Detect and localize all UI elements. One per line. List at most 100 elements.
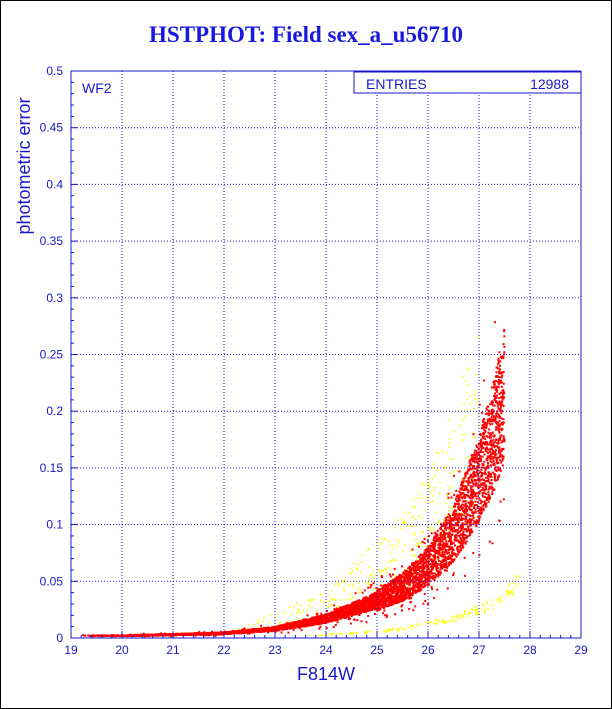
- data-point: [493, 454, 496, 457]
- data-point: [357, 606, 360, 609]
- data-point: [358, 582, 361, 585]
- data-point: [338, 608, 341, 611]
- data-point: [483, 460, 486, 463]
- data-point: [435, 532, 438, 535]
- data-point: [102, 634, 105, 637]
- data-point: [502, 455, 505, 458]
- data-point: [484, 476, 487, 479]
- data-point: [388, 544, 391, 546]
- data-point: [482, 488, 485, 491]
- data-point: [447, 506, 450, 509]
- data-point: [417, 573, 420, 576]
- data-point: [516, 584, 518, 587]
- data-point: [335, 605, 338, 608]
- data-point: [484, 421, 487, 424]
- data-point: [497, 421, 500, 424]
- data-point: [321, 615, 324, 618]
- data-point: [459, 518, 462, 521]
- data-point: [435, 511, 438, 513]
- data-point: [404, 569, 407, 572]
- data-point: [455, 529, 458, 532]
- data-point: [447, 540, 450, 543]
- data-point: [475, 449, 478, 452]
- data-point: [464, 433, 467, 435]
- data-point: [409, 625, 412, 628]
- data-point: [231, 628, 234, 631]
- data-point: [484, 469, 487, 472]
- data-point: [343, 587, 345, 590]
- data-point: [209, 632, 212, 635]
- data-point: [493, 451, 496, 454]
- data-point: [370, 574, 373, 577]
- data-point: [402, 581, 405, 584]
- data-point: [475, 612, 477, 614]
- data-point: [408, 587, 411, 590]
- data-point: [498, 372, 501, 375]
- data-point: [408, 590, 411, 593]
- data-point: [466, 384, 469, 386]
- data-point: [351, 611, 354, 614]
- data-point: [441, 450, 444, 453]
- data-point: [429, 563, 432, 566]
- data-point: [474, 492, 477, 495]
- data-point: [427, 621, 430, 624]
- data-point: [477, 483, 480, 486]
- data-point: [369, 603, 372, 606]
- data-point: [478, 477, 481, 480]
- data-point: [422, 559, 425, 562]
- data-point: [380, 598, 383, 601]
- data-point: [463, 500, 466, 503]
- data-point: [481, 500, 484, 503]
- data-point: [276, 613, 279, 615]
- data-point: [408, 588, 411, 591]
- data-point: [484, 430, 487, 433]
- data-point: [399, 597, 402, 600]
- data-point: [497, 456, 500, 459]
- data-point: [263, 616, 265, 619]
- data-point: [473, 475, 476, 478]
- data-point: [453, 534, 456, 537]
- data-point: [368, 583, 370, 586]
- data-point: [489, 474, 492, 477]
- data-point: [501, 399, 504, 402]
- data-point: [462, 492, 465, 495]
- data-point: [434, 552, 437, 555]
- data-point: [374, 597, 377, 600]
- data-point: [470, 492, 473, 495]
- data-point: [452, 524, 455, 527]
- data-point: [488, 457, 491, 460]
- data-point: [393, 583, 396, 586]
- data-point: [401, 598, 404, 601]
- data-point: [461, 506, 464, 509]
- data-point: [450, 547, 453, 550]
- data-point: [425, 555, 428, 558]
- data-point: [448, 535, 451, 538]
- data-point: [433, 557, 436, 560]
- data-point: [328, 614, 331, 617]
- data-point: [499, 360, 502, 363]
- data-point: [446, 532, 449, 535]
- data-point: [513, 582, 516, 585]
- data-point: [435, 451, 438, 454]
- data-point: [473, 461, 476, 464]
- data-point: [386, 600, 389, 603]
- data-point: [486, 405, 489, 408]
- data-point: [433, 537, 436, 540]
- data-point: [452, 519, 455, 522]
- data-point: [343, 616, 346, 619]
- data-point: [430, 490, 432, 493]
- data-point: [474, 374, 477, 376]
- data-point: [345, 611, 348, 614]
- data-point: [440, 555, 443, 558]
- data-point: [450, 491, 452, 494]
- data-point: [299, 604, 302, 607]
- data-point: [501, 409, 504, 412]
- data-point: [331, 618, 334, 621]
- data-point: [407, 596, 410, 599]
- data-point: [367, 547, 370, 550]
- data-point: [414, 578, 417, 581]
- data-point: [490, 482, 493, 485]
- data-point: [352, 631, 355, 634]
- data-point: [402, 627, 404, 630]
- data-point: [475, 522, 478, 525]
